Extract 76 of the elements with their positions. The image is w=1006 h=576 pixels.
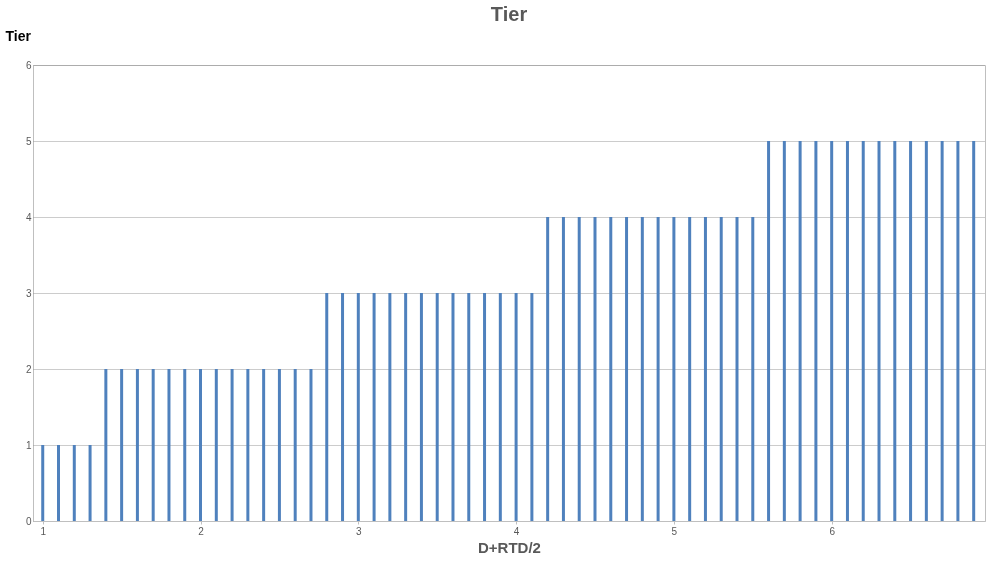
bar [593, 217, 597, 521]
bar [404, 293, 408, 521]
bar [924, 141, 928, 521]
bar [767, 141, 771, 521]
bar [419, 293, 423, 521]
y-tick-label: 1 [25, 439, 32, 451]
bar [530, 293, 534, 521]
bar [514, 293, 518, 521]
x-tick-label: 2 [198, 525, 205, 537]
y-tick-label: 4 [25, 211, 32, 223]
x-tick-label: 3 [356, 525, 363, 537]
bar [861, 141, 865, 521]
bar [230, 369, 234, 521]
bar [388, 293, 392, 521]
bar [41, 445, 45, 521]
bar [277, 369, 281, 521]
bar [735, 217, 739, 521]
bar [577, 217, 581, 521]
x-tick-label: 5 [671, 525, 678, 537]
bar [561, 217, 565, 521]
x-tick-label: 6 [829, 525, 836, 537]
y-axis-title: Tier [5, 27, 32, 44]
bar [956, 141, 960, 521]
bar [262, 369, 266, 521]
bar [609, 217, 613, 521]
bar [845, 141, 849, 521]
bar [167, 369, 171, 521]
bar [120, 369, 124, 521]
bar [57, 445, 61, 521]
bar [940, 141, 944, 521]
bar [88, 445, 92, 521]
bar [246, 369, 250, 521]
bar [703, 217, 707, 521]
bar [356, 293, 360, 521]
x-axis-title: D+RTD/2 [478, 538, 541, 556]
bar [151, 369, 155, 521]
bar [72, 445, 76, 521]
bar [309, 369, 313, 521]
x-tick-label: 4 [513, 525, 520, 537]
y-tick-label: 3 [25, 287, 32, 299]
bar [640, 217, 644, 521]
bar [325, 293, 329, 521]
bar [751, 217, 755, 521]
bar [467, 293, 471, 521]
bar [972, 141, 976, 521]
bar [672, 217, 676, 521]
bar [814, 141, 818, 521]
bar [688, 217, 692, 521]
y-tick-label: 2 [25, 363, 32, 375]
bar [625, 217, 629, 521]
y-tick-label: 0 [25, 515, 32, 527]
bar [498, 293, 502, 521]
bar [104, 369, 108, 521]
bar [435, 293, 439, 521]
bar [893, 141, 897, 521]
bar [372, 293, 376, 521]
bar [214, 369, 218, 521]
bar [719, 217, 723, 521]
y-tick-label: 6 [25, 59, 32, 71]
bar [293, 369, 297, 521]
bar [782, 141, 786, 521]
y-tick-label: 5 [25, 135, 32, 147]
bar [341, 293, 345, 521]
bar [451, 293, 455, 521]
x-tick-label: 1 [40, 525, 47, 537]
bar [830, 141, 834, 521]
bar [656, 217, 660, 521]
bar [183, 369, 187, 521]
bar [798, 141, 802, 521]
bar [909, 141, 913, 521]
bar [877, 141, 881, 521]
bar [199, 369, 203, 521]
bar [546, 217, 550, 521]
bar [135, 369, 139, 521]
bar [483, 293, 487, 521]
chart-title: Tier [490, 3, 528, 25]
